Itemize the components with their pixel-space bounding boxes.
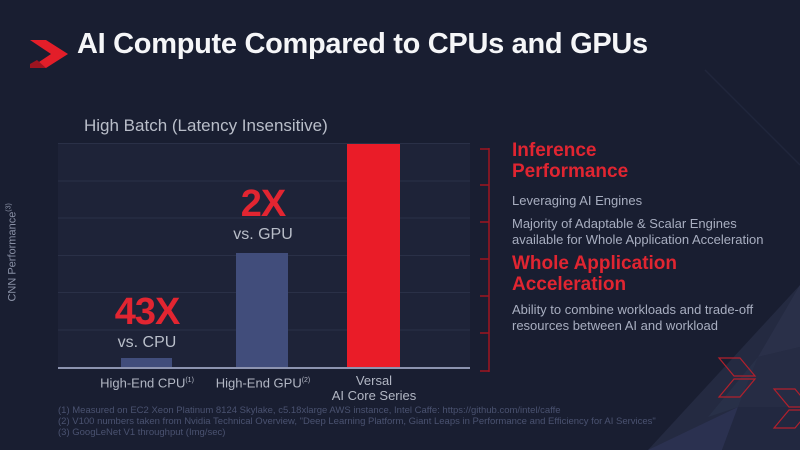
annotation-43x-subtext: vs. CPU [117,334,177,351]
annotation-43x-vs-cpu: 43X vs. CPU [77,293,217,352]
x-label-high-end-cpu: High-End CPU(1) [100,375,194,391]
heading-inference-performance: Inference Performance [512,140,629,182]
title-arrow-icon [30,40,68,68]
annotation-2x-subtext: vs. GPU [233,226,293,243]
bottom-right-polygon-decoration [648,285,800,450]
bar-high-end-cpu [121,358,172,367]
y-axis-label-superscript: (3) [5,203,13,212]
chart-title: High Batch (Latency Insensitive) [84,116,328,135]
bullet-combine-workloads: Ability to combine workloads and trade-o… [512,302,754,333]
footnotes: (1) Measured on EC2 Xeon Platinum 8124 S… [58,405,656,438]
annotation-43x-value: 43X [114,291,181,333]
x-label-versal-ai-core: Versal AI Core Series [331,373,417,403]
annotation-2x-value: 2X [240,183,286,225]
footnote-2: (2) V100 numbers taken from Nvidia Techn… [58,416,656,427]
plot-area: 43X vs. CPU 2X vs. GPU [58,143,470,369]
footnote-3: (3) GoogLeNet V1 throughput (Img/sec) [58,427,226,438]
y-axis-label: CNN Performance(3) [5,203,19,302]
heading-whole-application-acceleration: Whole Application Acceleration [512,253,678,295]
right-panel-bracket [480,148,490,372]
red-chevron-outline-icon [717,357,757,398]
footnote-1: (1) Measured on EC2 Xeon Platinum 8124 S… [58,405,561,416]
top-right-diagonal-decoration [704,69,800,166]
x-axis-labels: High-End CPU(1) High-End GPU(2) Versal A… [58,373,470,407]
x-label-high-end-gpu: High-End GPU(2) [215,375,311,391]
bullet-leveraging-ai-engines: Leveraging AI Engines [512,193,643,208]
red-chevron-outline-icon-2 [772,388,800,429]
annotation-2x-vs-gpu: 2X vs. GPU [193,185,333,244]
bar-high-end-gpu [236,252,288,367]
slide-title: AI Compute Compared to CPUs and GPUs [77,28,648,60]
bar-versal-ai-core [347,144,400,367]
bullet-adaptable-scalar-engines: Majority of Adaptable & Scalar Engines a… [512,216,764,247]
